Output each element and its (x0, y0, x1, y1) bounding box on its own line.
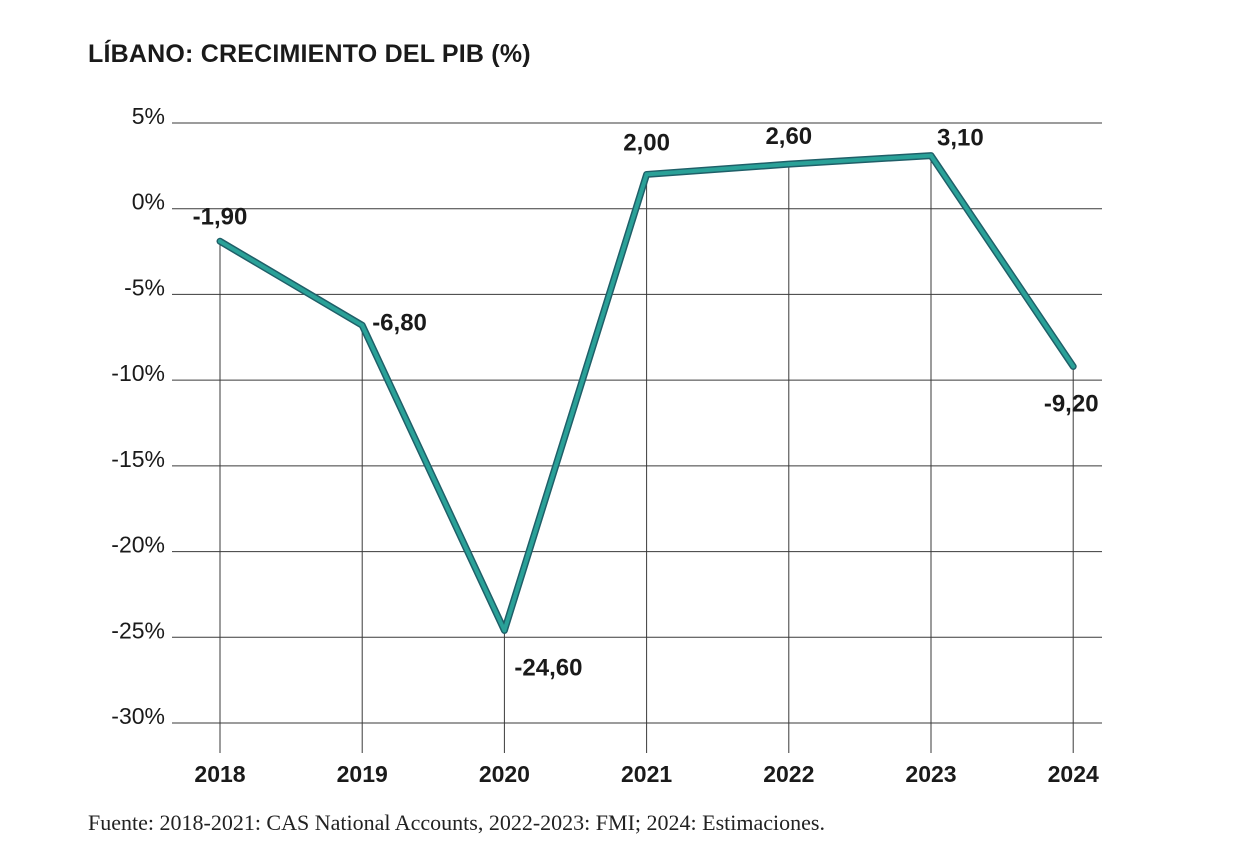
data-point-2023 (929, 153, 933, 158)
y-tick-label-5: -20% (111, 532, 165, 558)
x-tick-label-2020: 2020 (479, 761, 530, 787)
data-point-2018 (218, 239, 222, 244)
y-tick-label-4: -15% (111, 446, 165, 472)
gdp-growth-series (216, 152, 1077, 634)
y-tick-label-7: -30% (111, 703, 165, 729)
x-axis-tick-labels: 2018 2019 2020 2021 2022 2023 2024 (194, 761, 1099, 787)
x-tick-label-2018: 2018 (194, 761, 245, 787)
x-tick-label-2019: 2019 (337, 761, 388, 787)
data-label-2021: 2,00 (623, 129, 670, 156)
x-tick-label-2023: 2023 (905, 761, 956, 787)
data-labels: -1,90 -6,80 -24,60 2,00 2,60 3,10 -9,20 (193, 123, 1099, 681)
x-tick-label-2021: 2021 (621, 761, 672, 787)
y-axis-tick-labels: 5% 0% -5% -10% -15% -20% -25% -30% (111, 103, 165, 729)
x-tick-label-2022: 2022 (763, 761, 814, 787)
data-label-2019: -6,80 (372, 309, 427, 336)
data-label-2018: -1,90 (193, 203, 248, 230)
data-point-2022 (786, 162, 791, 167)
data-point-2019 (360, 323, 365, 328)
source-note: Fuente: 2018-2021: CAS National Accounts… (88, 810, 825, 835)
data-label-2022: 2,60 (765, 123, 812, 150)
data-point-2021 (644, 172, 649, 177)
y-tick-label-3: -10% (111, 360, 165, 386)
data-label-2023: 3,10 (937, 125, 984, 152)
vertical-gridlines (219, 155, 1074, 753)
y-tick-label-6: -25% (111, 617, 165, 643)
y-tick-label-0: 5% (132, 103, 165, 129)
x-tick-label-2024: 2024 (1048, 761, 1099, 787)
data-point-2020 (502, 628, 507, 633)
chart-title: LÍBANO: CRECIMIENTO DEL PIB (%) (88, 40, 531, 68)
data-label-2024: -9,20 (1044, 390, 1099, 417)
data-point-2024 (1071, 364, 1076, 369)
y-tick-label-1: 0% (132, 189, 165, 215)
y-tick-label-2: -5% (124, 274, 165, 300)
data-label-2020: -24,60 (514, 654, 582, 681)
